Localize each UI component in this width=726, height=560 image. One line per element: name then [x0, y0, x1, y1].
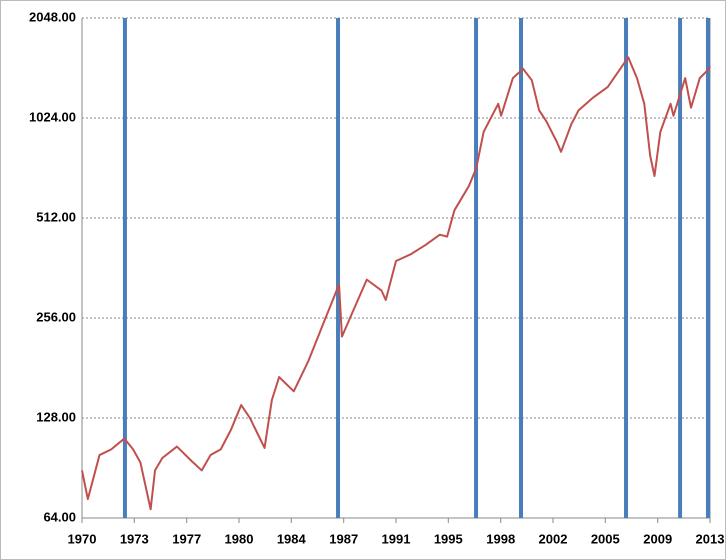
x-tick-label: 2009 — [643, 531, 672, 546]
x-tick-label: 2002 — [539, 531, 568, 546]
x-tick-label: 1995 — [434, 531, 463, 546]
x-tick-label: 1987 — [329, 531, 358, 546]
x-tick-label: 1991 — [382, 531, 411, 546]
x-tick-label: 1984 — [277, 531, 307, 546]
x-tick-label: 1998 — [486, 531, 515, 546]
y-tick-label: 512.00 — [36, 209, 76, 224]
y-tick-label: 128.00 — [36, 409, 76, 424]
y-tick-label: 1024.00 — [29, 109, 76, 124]
x-tick-label: 2005 — [591, 531, 620, 546]
y-tick-label: 2048.00 — [29, 9, 76, 24]
x-tick-label: 1980 — [225, 531, 254, 546]
price-line — [81, 56, 711, 511]
x-tick-label: 2013 — [696, 531, 725, 546]
y-tick-label: 256.00 — [36, 309, 76, 324]
x-tick-label: 1977 — [172, 531, 201, 546]
y-tick-label: 64.00 — [43, 509, 76, 524]
x-tick-label: 1973 — [120, 531, 149, 546]
x-tick-label: 1970 — [68, 531, 97, 546]
